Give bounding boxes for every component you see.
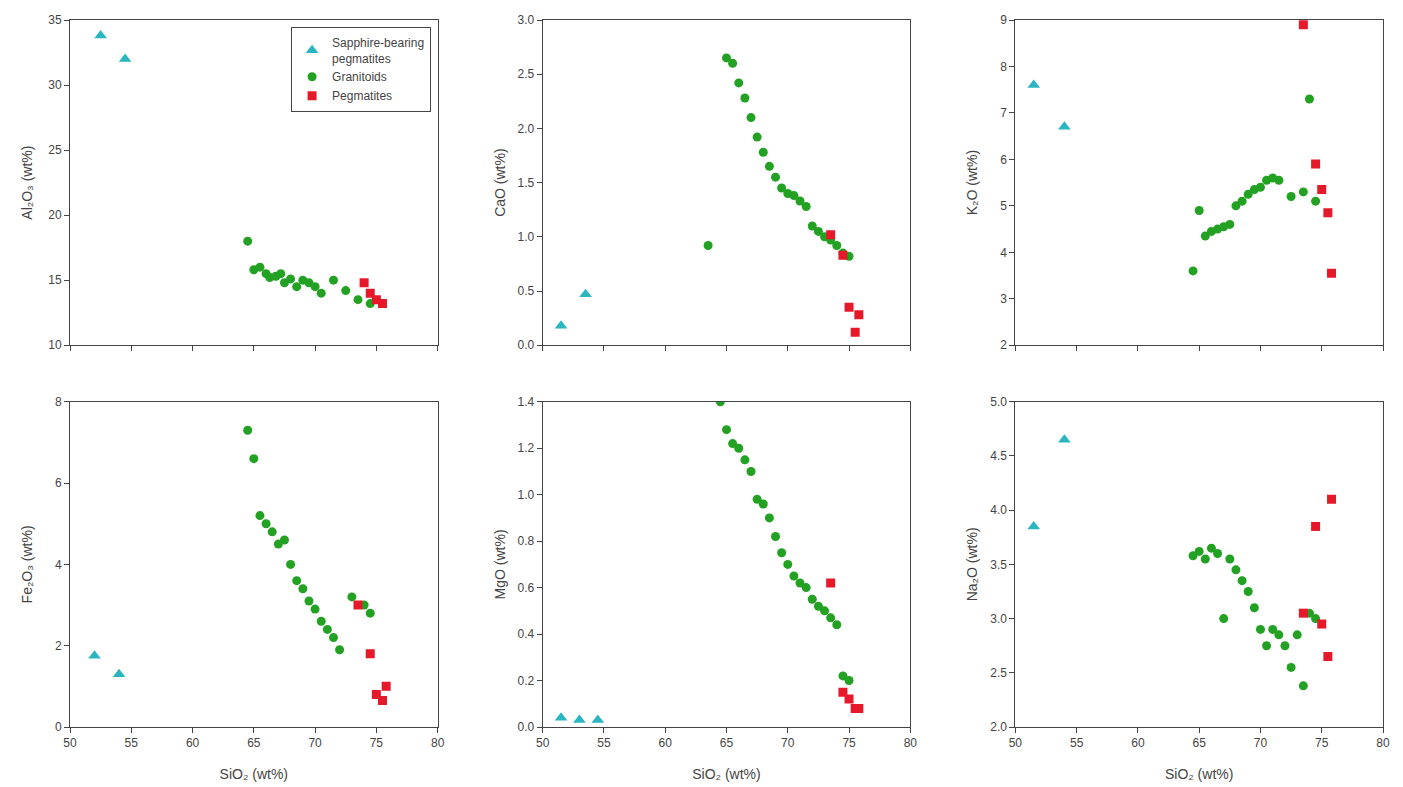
svg-text:65: 65	[1193, 736, 1207, 750]
svg-text:Granitoids: Granitoids	[332, 70, 387, 84]
svg-text:Fe₂O₃ (wt%): Fe₂O₃ (wt%)	[19, 525, 35, 603]
svg-text:65: 65	[720, 736, 734, 750]
svg-text:SiO₂ (wt%): SiO₂ (wt%)	[220, 766, 288, 782]
svg-text:70: 70	[781, 736, 795, 750]
svg-text:6: 6	[55, 476, 62, 490]
svg-text:1.5: 1.5	[518, 176, 535, 190]
svg-text:4: 4	[55, 558, 62, 572]
svg-text:3.0: 3.0	[990, 612, 1007, 626]
svg-text:0.6: 0.6	[518, 581, 535, 595]
svg-text:60: 60	[1131, 736, 1145, 750]
svg-text:15: 15	[48, 273, 62, 287]
svg-text:2.0: 2.0	[990, 720, 1007, 734]
svg-text:1.4: 1.4	[518, 395, 535, 409]
svg-text:1.2: 1.2	[518, 441, 535, 455]
svg-text:Al₂O₃ (wt%): Al₂O₃ (wt%)	[19, 146, 35, 220]
svg-text:0: 0	[55, 720, 62, 734]
svg-text:SiO₂ (wt%): SiO₂ (wt%)	[692, 766, 760, 782]
svg-text:75: 75	[370, 736, 384, 750]
svg-text:50: 50	[536, 736, 550, 750]
svg-text:25: 25	[48, 143, 62, 157]
svg-text:30: 30	[48, 78, 62, 92]
svg-text:Sapphire-bearingpegmatites: Sapphire-bearingpegmatites	[332, 36, 424, 66]
svg-text:4: 4	[1000, 246, 1007, 260]
svg-text:1.0: 1.0	[518, 230, 535, 244]
svg-text:35: 35	[48, 13, 62, 27]
svg-text:6: 6	[1000, 153, 1007, 167]
svg-text:10: 10	[48, 338, 62, 352]
svg-text:55: 55	[1070, 736, 1084, 750]
svg-text:80: 80	[1376, 736, 1390, 750]
svg-text:CaO (wt%): CaO (wt%)	[492, 148, 508, 216]
svg-text:1.0: 1.0	[518, 488, 535, 502]
svg-text:Na₂O (wt%): Na₂O (wt%)	[964, 527, 980, 601]
svg-text:2.5: 2.5	[518, 67, 535, 81]
svg-text:5.0: 5.0	[990, 395, 1007, 409]
svg-text:0.2: 0.2	[518, 674, 535, 688]
svg-text:60: 60	[659, 736, 673, 750]
svg-text:50: 50	[1009, 736, 1023, 750]
svg-text:9: 9	[1000, 13, 1007, 27]
svg-text:7: 7	[1000, 106, 1007, 120]
svg-text:0.5: 0.5	[518, 284, 535, 298]
svg-text:20: 20	[48, 208, 62, 222]
svg-text:80: 80	[431, 736, 445, 750]
svg-text:75: 75	[842, 736, 856, 750]
svg-text:SiO₂ (wt%): SiO₂ (wt%)	[1165, 766, 1233, 782]
svg-text:65: 65	[247, 736, 261, 750]
svg-text:8: 8	[1000, 60, 1007, 74]
svg-text:55: 55	[597, 736, 611, 750]
svg-text:2: 2	[1000, 338, 1007, 352]
svg-text:80: 80	[904, 736, 918, 750]
svg-text:5: 5	[1000, 199, 1007, 213]
svg-text:Pegmatites: Pegmatites	[332, 89, 392, 103]
svg-text:70: 70	[308, 736, 322, 750]
svg-text:8: 8	[55, 395, 62, 409]
svg-text:3.0: 3.0	[518, 13, 535, 27]
svg-text:60: 60	[186, 736, 200, 750]
svg-text:0.4: 0.4	[518, 627, 535, 641]
svg-text:0.0: 0.0	[518, 338, 535, 352]
svg-text:4.0: 4.0	[990, 503, 1007, 517]
svg-text:75: 75	[1315, 736, 1329, 750]
svg-text:50: 50	[63, 736, 77, 750]
svg-text:2.0: 2.0	[518, 122, 535, 136]
svg-text:2.5: 2.5	[990, 666, 1007, 680]
svg-text:MgO (wt%): MgO (wt%)	[492, 529, 508, 599]
svg-text:55: 55	[125, 736, 139, 750]
svg-text:4.5: 4.5	[990, 449, 1007, 463]
svg-text:2: 2	[55, 639, 62, 653]
svg-text:K₂O (wt%): K₂O (wt%)	[964, 150, 980, 215]
svg-text:70: 70	[1254, 736, 1268, 750]
svg-text:0.0: 0.0	[518, 720, 535, 734]
svg-text:3.5: 3.5	[990, 558, 1007, 572]
svg-text:0.8: 0.8	[518, 534, 535, 548]
svg-text:3: 3	[1000, 292, 1007, 306]
